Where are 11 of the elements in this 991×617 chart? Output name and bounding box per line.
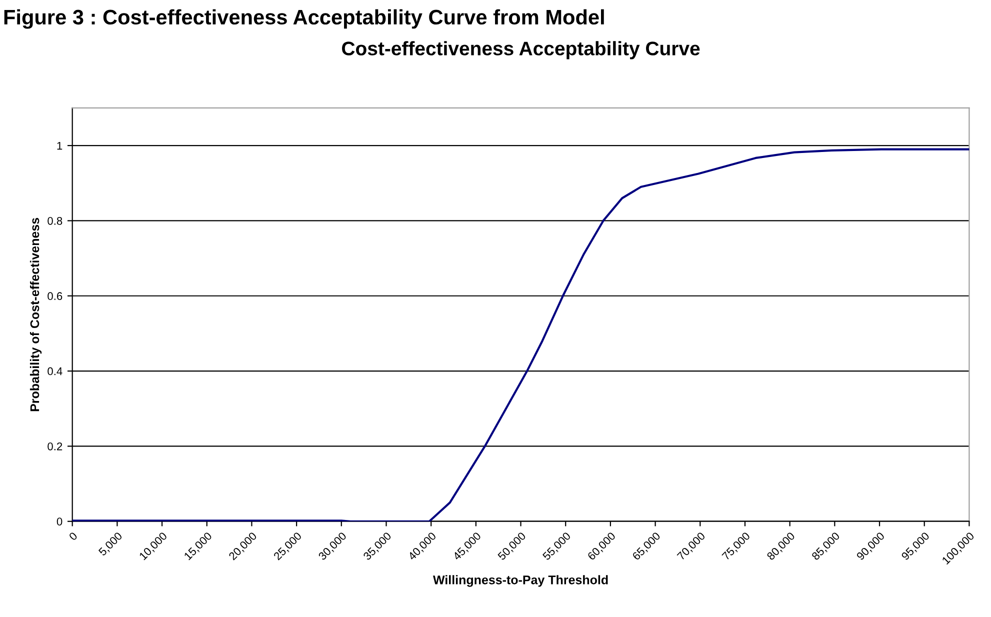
caption: Figure 3 : Cost-effectiveness Acceptability Curve from Model [4, 9, 604, 29]
y-axis-title: Probability of Cost-effectiveness [30, 218, 42, 412]
chart-title: Cost-effectiveness Acceptability Curve [342, 41, 700, 60]
x-tick-label: 0 [68, 532, 78, 541]
x-axis-title: Willingness-to-Pay Threshold [432, 575, 608, 587]
y-tick-label: 0 [56, 518, 62, 526]
y-tick-label: 0.8 [48, 216, 62, 225]
y-tick-label: 0.6 [48, 292, 62, 300]
y-tick-label: 0.4 [48, 367, 62, 376]
y-tick-label: 1 [57, 142, 62, 150]
y-tick-label: 0.2 [48, 442, 62, 450]
